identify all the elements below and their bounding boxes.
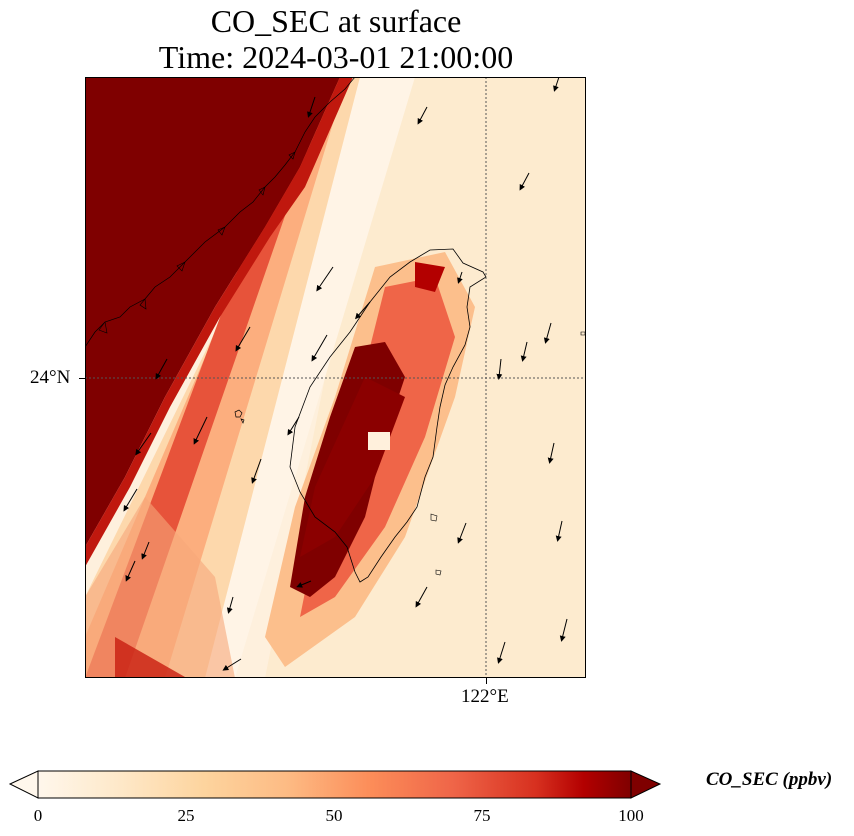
wind-arrow	[457, 271, 463, 284]
wind-arrow	[559, 618, 568, 642]
field-taiwan-north-hotspot	[415, 262, 445, 292]
lon-tick	[486, 678, 487, 684]
wind-arrow	[355, 301, 371, 320]
wind-arrow	[316, 266, 334, 292]
wind-arrow	[287, 416, 300, 436]
colorbar-tick-label: 75	[473, 806, 491, 825]
colorbar-tick-label: 0	[33, 806, 43, 825]
wind-arrow	[141, 541, 150, 560]
wind-arrow	[296, 580, 312, 588]
field-taiwan-plume-core	[300, 377, 405, 557]
lon-label: 122°E	[461, 686, 509, 707]
wind-arrow	[155, 358, 168, 380]
colorbar-tick-label: 25	[177, 806, 195, 825]
wind-arrow	[417, 106, 428, 125]
wind-arrow	[553, 77, 560, 92]
wind-arrow	[543, 322, 552, 344]
colorbar-gradient	[37, 770, 632, 799]
lat-label: 24°N	[30, 367, 71, 388]
field-sw-plume-max	[115, 637, 225, 678]
wind-arrow	[497, 641, 506, 664]
figure-title-line1: CO_SEC at surface	[210, 3, 462, 39]
field-high-edge	[85, 77, 353, 567]
wind-arrow	[457, 522, 467, 544]
field-taiwan-clean-spot	[368, 432, 390, 450]
wind-arrow	[519, 172, 530, 191]
colorbar-tick-label: 50	[325, 806, 343, 825]
map-border	[85, 77, 586, 678]
wind-arrow	[307, 96, 316, 118]
wind-arrow	[135, 432, 152, 456]
wind-arrow	[222, 658, 242, 671]
wind-arrow	[547, 442, 555, 464]
colorbar-extend-min	[8, 770, 39, 799]
mainland-coastline	[85, 77, 356, 348]
wind-arrow	[415, 586, 428, 608]
colorbar-tick-label: 100	[618, 806, 644, 825]
map-panel	[85, 77, 586, 678]
field-sw-plume-high	[85, 497, 235, 678]
wind-vectors	[123, 77, 568, 671]
colorbar-extend-max	[630, 770, 662, 799]
taiwan-coastline	[289, 248, 487, 583]
figure-title-line2: Time: 2024-03-01 21:00:00	[158, 39, 514, 75]
wind-arrow	[496, 358, 503, 380]
penghu-islands	[234, 409, 245, 424]
colorbar	[8, 770, 662, 799]
wind-arrow	[520, 341, 528, 362]
wind-arrow	[226, 596, 234, 614]
lat-tick	[79, 378, 85, 379]
wind-arrow	[555, 520, 563, 542]
wind-arrow	[193, 416, 208, 445]
mainland-coast-inlets	[98, 151, 296, 334]
colorbar-title: CO_SEC (ppbv)	[706, 769, 833, 790]
wind-arrow	[125, 560, 136, 582]
wind-arrow	[251, 458, 262, 484]
wind-arrow	[235, 326, 251, 352]
wind-arrow	[311, 334, 328, 362]
wind-arrow	[123, 488, 138, 512]
